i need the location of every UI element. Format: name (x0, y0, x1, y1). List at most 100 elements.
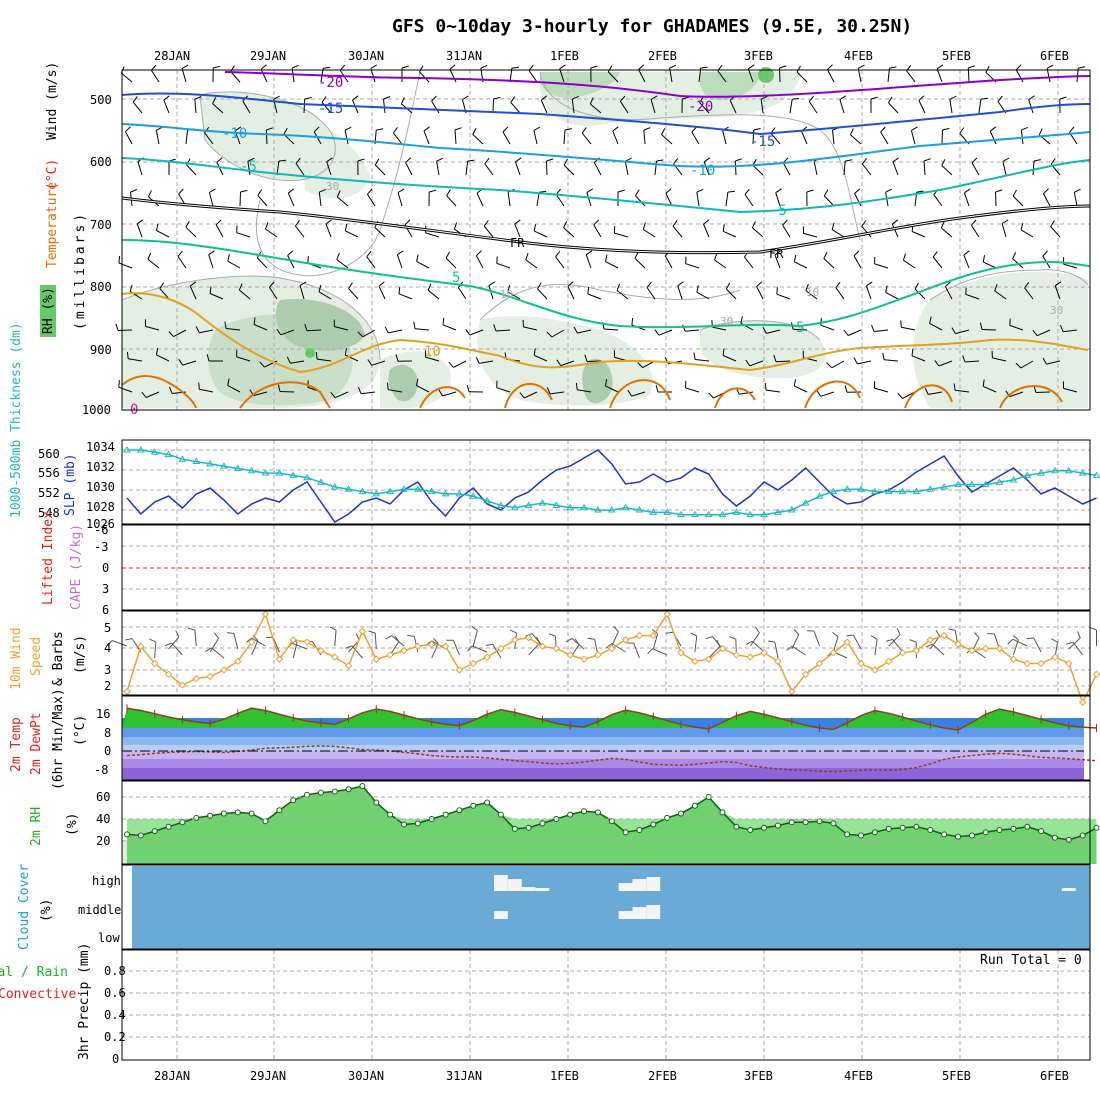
upper-wind-barb (665, 193, 673, 207)
thickness-marker (136, 446, 145, 453)
upper-wind-barb (650, 99, 656, 114)
upper-wind-barb-flag (911, 126, 918, 131)
isotherm-plus15 (121, 374, 197, 409)
upper-wind-barb-flag (1020, 222, 1024, 230)
upper-wind-barb-flag (1059, 325, 1064, 332)
wind10m-barb-flag (385, 635, 392, 640)
rh2m-tick: 20 (96, 834, 110, 848)
upper-wind-barb-flag (1001, 219, 1009, 224)
wind10m-barb (1012, 639, 1019, 656)
wind10m-marker (885, 657, 893, 666)
wind10m-marker (566, 651, 574, 659)
thickness-marker (303, 473, 311, 481)
upper-wind-barb (607, 71, 619, 83)
upper-wind-barb (253, 391, 268, 397)
wind10m-barb (633, 642, 640, 659)
upper-wind-barb-flag (269, 281, 275, 288)
upper-wind-barb-flag (559, 64, 566, 70)
contour-label: 30 (326, 180, 339, 193)
rh2m-marker (539, 820, 546, 827)
upper-wind-barb-flag (387, 382, 389, 390)
contour-label: 30 (1050, 304, 1063, 317)
cloud-levels: high middle low (78, 874, 121, 945)
rh-contour-line (929, 269, 1089, 301)
rh2m-marker (650, 821, 657, 828)
thickness-marker (372, 489, 381, 497)
upper-wind-barb-flag (413, 321, 416, 329)
thickness-marker (427, 487, 436, 495)
upper-wind-barb-flag (844, 385, 848, 393)
wind10m-barb-flag (729, 636, 736, 640)
wind10m-speed-series (123, 610, 1100, 706)
thickness-marker (220, 462, 228, 469)
wind10m-barb (652, 633, 659, 650)
rh2m-marker (982, 829, 989, 836)
wind10m-barb (472, 630, 478, 647)
upper-wind-barb (589, 103, 602, 114)
thickness-marker (178, 455, 187, 462)
upper-wind-barb-flag (745, 359, 751, 367)
upper-wind-barb-flag (198, 382, 200, 390)
upper-wind-barb-flag (449, 64, 456, 70)
wind10m-barb-flag (613, 626, 619, 632)
upper-wind-barb (940, 227, 953, 238)
upper-wind-barb (388, 389, 403, 393)
wind10m-barb-flag (832, 632, 839, 638)
upper-wind-barb-flag (398, 286, 401, 294)
upper-wind-barb (722, 130, 727, 145)
upper-wind-barb (712, 326, 727, 331)
isotherm-plus15 (419, 386, 466, 409)
temp2m-panel: 16 8 0 -8 2m Temp 2m DewPt (6hr Min/Max)… (9, 688, 1097, 790)
upper-wind-barb (703, 223, 710, 238)
upper-wind-barb-flag (169, 386, 173, 394)
upper-wind-barb-flag (234, 126, 242, 132)
upper-wind-barb (465, 161, 469, 176)
upper-wind-barb-flag (1046, 64, 1054, 69)
upper-wind-barb (563, 227, 575, 238)
upper-wind-barb (537, 288, 548, 300)
upper-wind-barb-flag (816, 390, 822, 397)
upper-wind-barb-flag (555, 250, 561, 258)
rh2m-marker (220, 810, 227, 817)
upper-wind-barb-flag (1038, 128, 1043, 136)
wind10m-barb-flag (690, 632, 698, 637)
wind10m-barb-flag (213, 632, 220, 639)
rh2m-marker (719, 809, 726, 816)
upper-wind-barb-flag (916, 190, 924, 193)
upper-wind-barb (533, 354, 548, 362)
date-label-bottom: 4FEB (844, 1069, 873, 1083)
upper-wind-barb (775, 192, 781, 207)
wind10m-barb-flag (925, 643, 933, 648)
wind10m-marker (732, 651, 741, 659)
thickness-marker (815, 492, 824, 499)
upper-wind-barb-flag (672, 220, 678, 227)
cloud-bar-high (632, 879, 647, 891)
upper-wind-barb (181, 68, 187, 83)
upper-wind-barb-flag (273, 95, 280, 100)
precip-axis-label: 3hr Precip (mm) (77, 943, 92, 1060)
upper-wind-barb (932, 256, 943, 269)
upper-wind-barb-flag (853, 357, 858, 365)
upper-wind-barb (928, 391, 943, 395)
wind10m-barb (708, 646, 721, 659)
upper-wind-barb (502, 131, 511, 145)
upper-wind-barb (523, 326, 538, 331)
date-label-top: 30JAN (348, 49, 384, 63)
upper-wind-barb (624, 161, 629, 176)
rh2m-marker (331, 788, 338, 795)
wind10m-barb (209, 638, 220, 653)
upper-wind-barb-flag (700, 66, 708, 69)
rh2m-tick: 40 (96, 812, 110, 826)
upper-wind-barb-flag (318, 284, 322, 292)
rh2m-marker (664, 814, 671, 821)
wind10m-marker (372, 655, 381, 663)
upper-axis-label: (millibars) (73, 211, 88, 330)
temp2m-tick: -8 (94, 763, 108, 777)
isotherm-plus15 (609, 379, 671, 409)
upper-wind-barb (185, 226, 197, 238)
upper-wind-barb (514, 161, 521, 176)
upper-wind-barb-flag (654, 329, 660, 336)
wind10m-barb-flag (896, 628, 901, 635)
upper-wind-barb-flag (638, 64, 645, 70)
upper-wind-barb-flag (891, 219, 899, 225)
